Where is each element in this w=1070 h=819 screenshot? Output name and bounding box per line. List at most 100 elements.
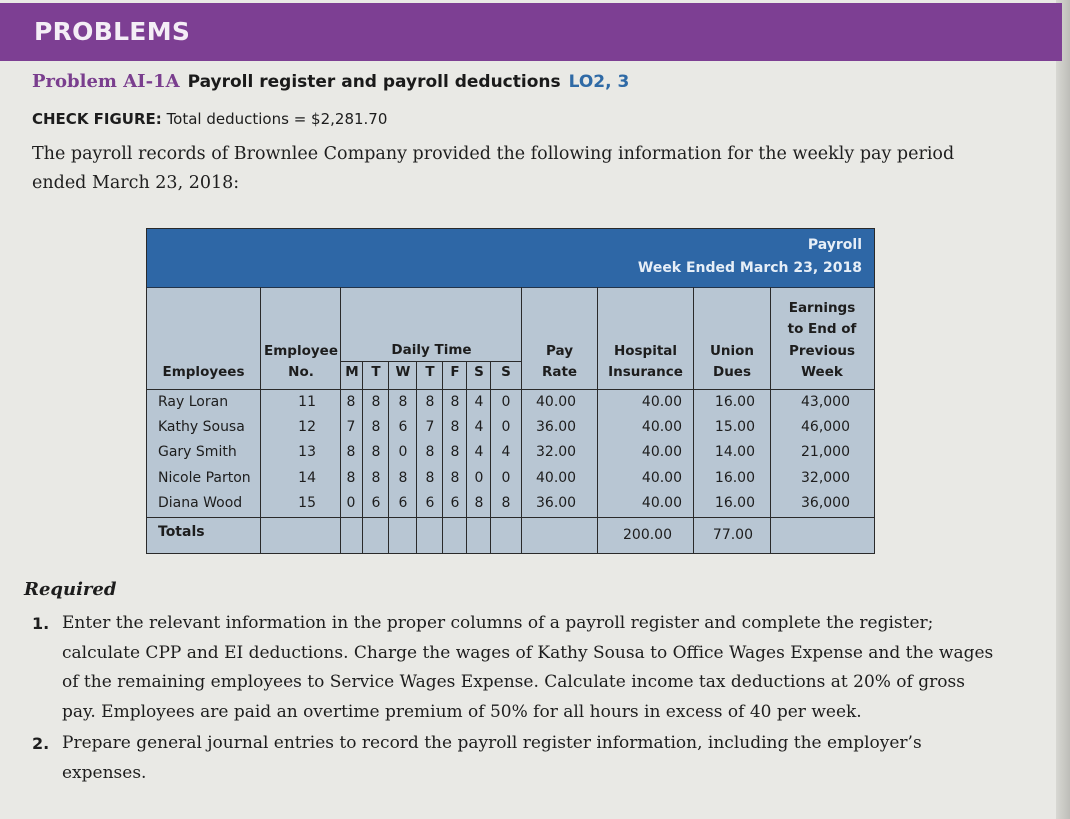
day-divider [362,361,363,553]
required-item: 1. Enter the relevant information in the… [32,609,1002,727]
header-daily-time: Daily Time [391,342,472,358]
hours-tue: 8 [371,394,381,410]
hours-mon: 8 [346,394,356,410]
hours-wed: 0 [398,444,408,460]
union-dues: 16.00 [714,470,755,486]
hours-thu: 8 [425,444,435,460]
payroll-register-table: Payroll Week Ended March 23, 2018 Employ… [146,228,875,554]
hospital-insurance: 40.00 [641,419,682,435]
required-item: 2. Prepare general journal entries to re… [32,729,1002,788]
total-union-dues: 77.00 [712,527,753,543]
header-day-thu: T [425,364,435,380]
page-edge [1056,0,1070,819]
problem-heading: Problem AI-1A Payroll register and payrol… [32,70,629,92]
hours-tue: 6 [371,495,381,511]
union-dues: 14.00 [714,444,755,460]
totals-top-line [147,517,874,518]
pay-rate: 36.00 [536,419,577,435]
hours-sun: 0 [501,419,511,435]
day-divider [442,361,443,553]
register-period: Week Ended March 23, 2018 [637,260,862,276]
required-item-number: 1. [32,614,50,633]
check-figure-text: Total deductions = $2,281.70 [166,110,388,128]
totals-label: Totals [158,524,205,540]
hours-sat: 8 [474,495,484,511]
column-divider [770,287,771,553]
hospital-insurance: 40.00 [641,444,682,460]
learning-objectives: LO2, 3 [568,72,630,92]
banner-title: PROBLEMS [34,17,191,46]
hours-wed: 6 [398,495,408,511]
header-earnings-2: to End of [787,321,857,337]
check-figure: CHECK FIGURE: Total deductions = $2,281.… [32,110,387,128]
intro-paragraph: The payroll records of Brownlee Company … [32,144,955,193]
hours-sun: 0 [501,394,511,410]
hours-sun: 4 [501,444,511,460]
total-hospital-insurance: 200.00 [623,527,672,543]
employee-no: 13 [298,444,316,460]
required-item-text: Enter the relevant information in the pr… [62,613,994,722]
prior-earnings: 32,000 [801,470,850,486]
hours-mon: 8 [346,470,356,486]
hours-wed: 8 [398,470,408,486]
hours-thu: 8 [425,470,435,486]
required-item-number: 2. [32,734,50,753]
employee-name: Nicole Parton [158,470,251,486]
hours-mon: 7 [346,419,356,435]
problems-banner: PROBLEMS [0,3,1062,61]
header-employees: Employees [162,364,245,380]
required-heading: Required [24,579,117,600]
header-day-sat: S [474,364,484,380]
header-earnings-4: Week [801,364,843,380]
hours-thu: 6 [425,495,435,511]
header-day-tue: T [371,364,381,380]
employee-name: Gary Smith [158,444,237,460]
hours-sun: 0 [501,470,511,486]
hospital-insurance: 40.00 [641,394,682,410]
hours-tue: 8 [371,419,381,435]
header-pay-rate-1: Pay [545,343,574,359]
header-day-sun: S [501,364,511,380]
hours-fri: 8 [450,394,460,410]
day-divider [466,361,467,553]
column-divider [693,287,694,553]
hours-sun: 8 [501,495,511,511]
employee-name: Kathy Sousa [158,419,245,435]
column-divider [597,287,598,553]
employee-no: 14 [298,470,316,486]
prior-earnings: 43,000 [801,394,850,410]
hospital-insurance: 40.00 [641,495,682,511]
header-earnings-1: Earnings [788,300,856,316]
employee-no: 12 [298,419,316,435]
daily-time-divider [341,361,522,362]
hours-sat: 0 [474,470,484,486]
hours-fri: 8 [450,419,460,435]
header-day-mon: M [345,364,359,380]
hours-mon: 0 [346,495,356,511]
check-figure-label: CHECK FIGURE: [32,110,162,128]
pay-rate: 36.00 [536,495,577,511]
pay-rate: 40.00 [536,394,577,410]
hours-wed: 8 [398,394,408,410]
header-pay-rate-2: Rate [541,364,578,380]
hours-tue: 8 [371,444,381,460]
employee-no: 11 [298,394,316,410]
hours-sat: 4 [474,444,484,460]
hours-thu: 8 [425,394,435,410]
union-dues: 16.00 [714,495,755,511]
header-hospital-1: Hospital [613,343,678,359]
prior-earnings: 36,000 [801,495,850,511]
header-earnings-3: Previous [788,343,856,359]
header-union-2: Dues [712,364,751,380]
day-divider [490,361,491,553]
hours-fri: 6 [450,495,460,511]
register-title: Payroll [807,237,862,253]
problem-title: Payroll register and payroll deductions [187,72,561,92]
required-item-text: Prepare general journal entries to recor… [62,733,922,783]
pay-rate: 40.00 [536,470,577,486]
day-divider [388,361,389,553]
column-divider [521,287,522,553]
header-union-1: Union [709,343,755,359]
header-day-wed: W [395,364,411,380]
header-employee-no-1: Employee [264,343,338,359]
